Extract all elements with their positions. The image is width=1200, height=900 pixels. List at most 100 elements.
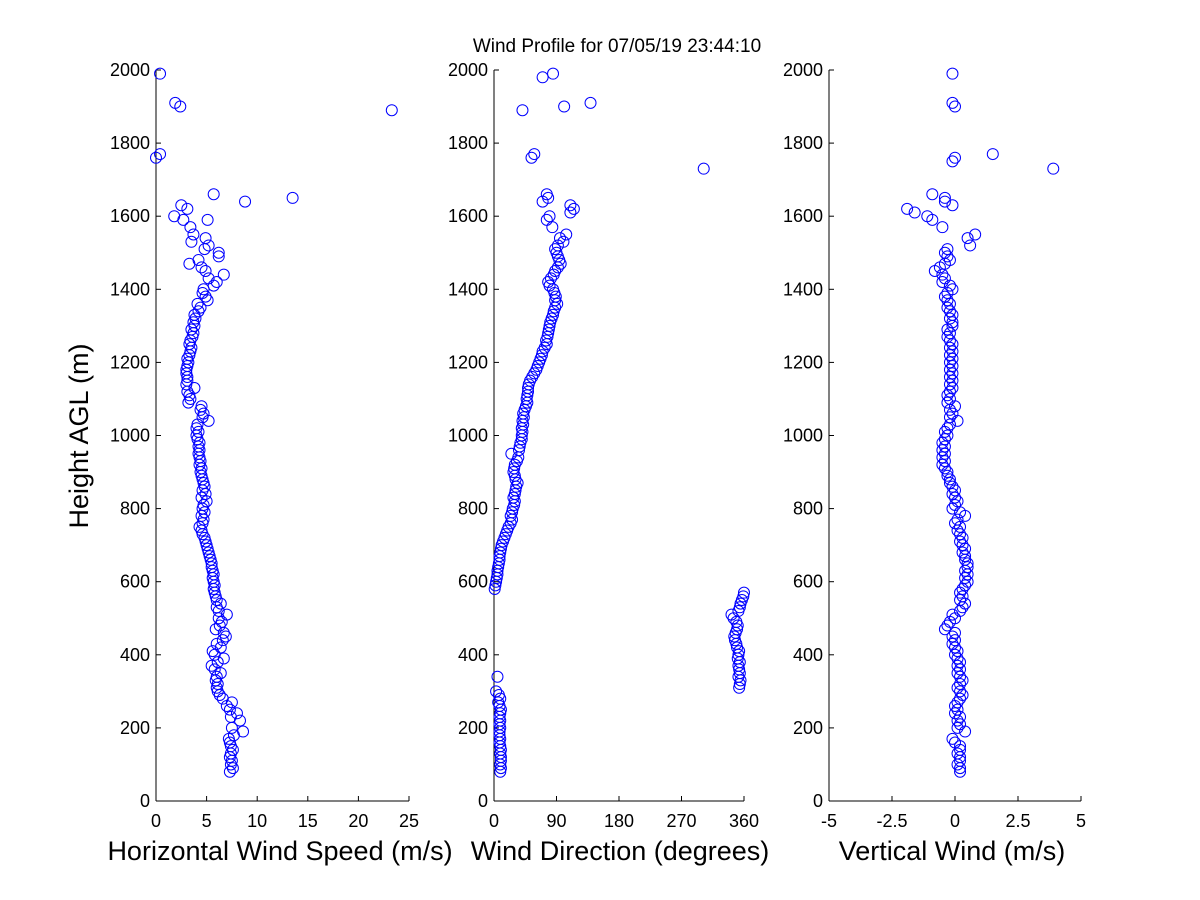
data-point — [946, 352, 959, 365]
y-tick-label: 800 — [793, 499, 823, 519]
data-point — [199, 232, 212, 245]
data-point — [936, 275, 949, 288]
y-tick-label: 1600 — [110, 206, 150, 226]
data-point — [951, 758, 964, 771]
data-point — [943, 392, 956, 405]
y-tick-label: 400 — [120, 645, 150, 665]
data-point — [194, 301, 207, 314]
data-point — [943, 356, 956, 369]
data-point — [181, 202, 194, 215]
data-point — [946, 367, 959, 380]
data-point — [513, 444, 525, 457]
data-point — [202, 239, 215, 252]
data-point — [961, 561, 974, 574]
data-point — [516, 104, 529, 117]
data-point — [506, 506, 519, 519]
data-point — [949, 641, 961, 654]
data-point — [546, 221, 559, 234]
data-point — [943, 378, 956, 391]
x-tick-label: 180 — [604, 811, 634, 831]
data-point — [191, 418, 204, 431]
y-tick-label: 2000 — [448, 60, 488, 80]
data-point — [956, 546, 969, 559]
data-point — [951, 667, 964, 680]
data-point — [951, 652, 964, 665]
data-point — [536, 71, 549, 84]
x-tick-label: 15 — [298, 811, 318, 831]
data-point — [938, 447, 951, 460]
data-point — [204, 553, 217, 566]
data-point — [951, 703, 964, 716]
data-point — [961, 557, 974, 570]
data-point — [196, 528, 209, 541]
data-point — [731, 623, 744, 636]
data-point — [192, 254, 205, 267]
data-point — [959, 579, 972, 592]
y-tick-label: 400 — [458, 645, 488, 665]
data-point — [505, 447, 518, 460]
data-point — [938, 246, 951, 259]
data-point — [946, 381, 959, 394]
data-point — [943, 477, 956, 490]
data-point — [941, 429, 954, 442]
data-point — [949, 634, 961, 647]
data-point — [938, 425, 951, 438]
data-point — [951, 659, 964, 672]
data-point — [491, 670, 504, 683]
y-axis-title: Height AGL (m) — [64, 343, 94, 528]
data-point — [196, 473, 209, 486]
data-point — [197, 498, 210, 511]
data-point — [216, 634, 229, 647]
y-tick-label: 1200 — [783, 352, 823, 372]
x-tick-label: 0 — [489, 811, 499, 831]
data-point — [946, 637, 959, 650]
data-point — [507, 466, 520, 479]
data-point — [938, 195, 951, 208]
data-point — [949, 648, 961, 661]
data-point — [230, 707, 243, 720]
data-point — [941, 330, 954, 343]
data-point — [956, 590, 969, 603]
data-point — [223, 751, 236, 764]
data-point — [557, 235, 570, 248]
data-point — [946, 155, 959, 168]
data-point — [549, 243, 562, 256]
data-point — [185, 235, 198, 248]
data-point — [943, 341, 956, 354]
data-point — [564, 206, 577, 219]
data-point — [908, 206, 921, 219]
data-point — [943, 305, 956, 318]
data-point — [733, 601, 746, 614]
data-point — [943, 385, 956, 398]
data-point — [956, 539, 969, 552]
data-point — [540, 188, 553, 201]
data-point — [936, 451, 949, 464]
data-point — [951, 681, 964, 694]
chart-title: Wind Profile for 07/05/19 23:44:10 — [473, 36, 761, 57]
panel-direction: 0 200 400 600 800 1000 1200 1400 1600 1800 2000 0 90… — [448, 60, 769, 866]
y-tick-label: 0 — [478, 791, 488, 811]
data-point — [901, 202, 914, 215]
data-point — [943, 363, 956, 376]
data-point — [956, 583, 969, 596]
data-point — [969, 228, 982, 241]
y-tick-label: 0 — [140, 791, 150, 811]
data-point — [494, 546, 507, 559]
data-point — [954, 692, 967, 705]
data-point — [956, 674, 969, 687]
x-tick-label: 360 — [729, 811, 759, 831]
data-point — [209, 590, 222, 603]
x-tick-label: 5 — [202, 811, 212, 831]
data-point — [959, 564, 972, 577]
data-point — [946, 407, 959, 420]
data-point — [203, 550, 216, 563]
data-point — [188, 308, 201, 321]
data-point — [224, 740, 237, 753]
y-tick-label: 1000 — [110, 426, 150, 446]
data-point — [959, 542, 972, 555]
data-point — [490, 685, 503, 698]
x-tick-label: 5 — [1076, 811, 1086, 831]
data-point — [492, 689, 505, 702]
y-tick-label: 0 — [813, 791, 823, 811]
data-point — [190, 422, 203, 435]
